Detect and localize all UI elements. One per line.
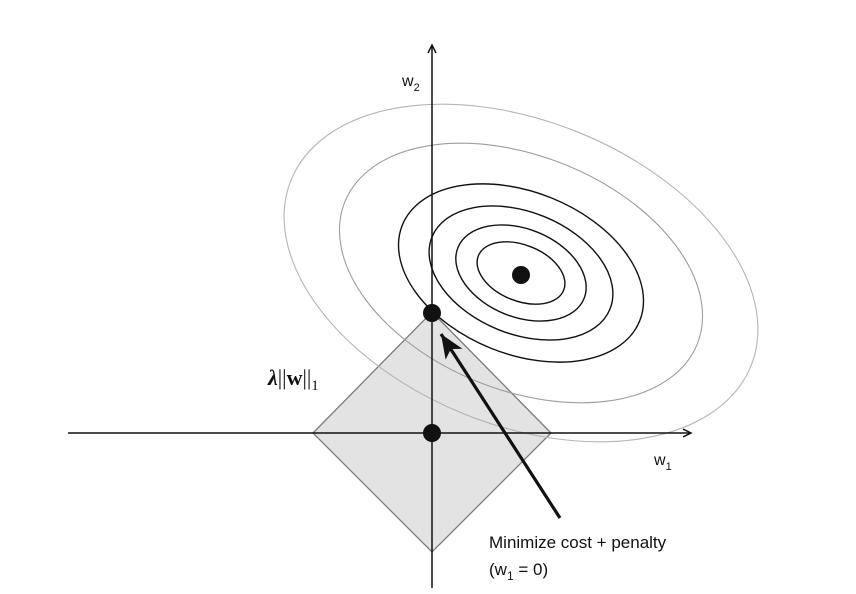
annotation-line-1: Minimize cost + penalty <box>489 533 667 552</box>
contour-ring-outer-1 <box>283 103 759 443</box>
annotation-line-2-open: (w <box>489 560 508 579</box>
w2-axis-label: w2 <box>401 73 420 94</box>
w1-label-sub: 1 <box>666 461 672 473</box>
w1-axis-label: w1 <box>653 452 672 473</box>
penalty-bars-close: || <box>302 365 311 390</box>
w1-label-base: w <box>653 452 666 469</box>
penalty-bars-open: || <box>278 365 287 390</box>
cost-minimum-point <box>512 266 530 284</box>
contour-ring-1 <box>397 183 645 363</box>
penalty-w: w <box>287 365 303 390</box>
annotation-arrow <box>439 333 562 519</box>
w2-label-base: w <box>401 73 414 90</box>
w2-label-sub: 2 <box>414 82 420 94</box>
contour-ring-4 <box>476 241 566 305</box>
annotation-line-2: (w1 = 0) <box>489 560 548 583</box>
annotation-line-2-close: = 0) <box>514 560 549 579</box>
penalty-sub: 1 <box>311 378 319 394</box>
contour-ring-3 <box>455 224 587 322</box>
penalty-label: λ||w||1 <box>267 365 319 394</box>
annotation-line-2-sub: 1 <box>507 569 514 583</box>
penalty-lambda: λ <box>267 365 278 390</box>
solution-point <box>423 304 441 322</box>
contour-ring-outer-2 <box>338 142 704 404</box>
origin-point <box>423 424 441 442</box>
